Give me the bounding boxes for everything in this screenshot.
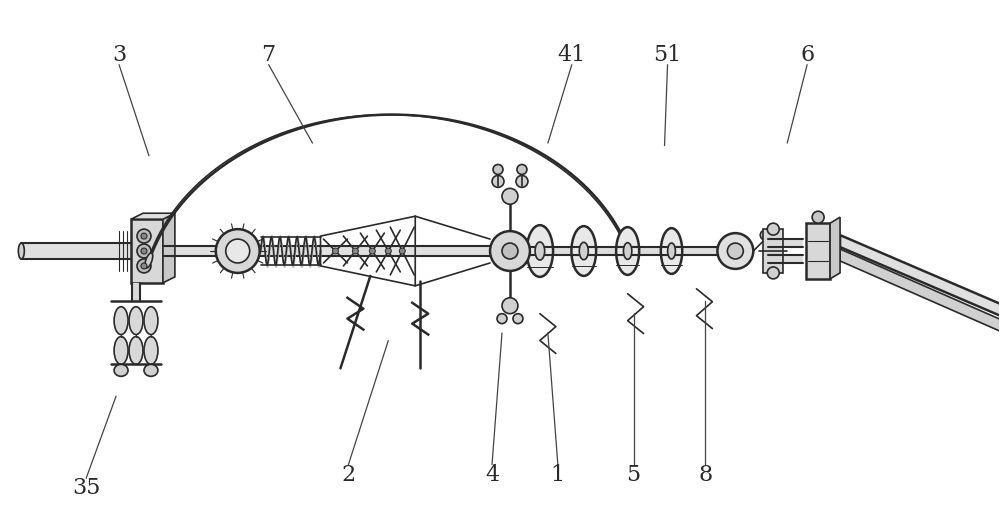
- Ellipse shape: [668, 243, 675, 259]
- Polygon shape: [840, 249, 1000, 349]
- Bar: [806, 223, 830, 279]
- Circle shape: [216, 229, 260, 273]
- Ellipse shape: [114, 336, 128, 364]
- Text: 4: 4: [485, 464, 499, 486]
- Ellipse shape: [144, 307, 158, 334]
- Ellipse shape: [628, 253, 636, 268]
- Circle shape: [137, 259, 151, 273]
- Text: 41: 41: [558, 44, 586, 66]
- Circle shape: [513, 314, 523, 324]
- Circle shape: [493, 164, 503, 175]
- Text: 8: 8: [698, 464, 713, 486]
- Text: 3: 3: [112, 44, 126, 66]
- Text: 2: 2: [341, 464, 355, 486]
- Circle shape: [516, 176, 528, 187]
- Bar: [768, 255, 803, 263]
- Circle shape: [502, 298, 518, 314]
- Circle shape: [490, 231, 530, 271]
- Circle shape: [497, 314, 507, 324]
- Circle shape: [767, 267, 779, 279]
- Ellipse shape: [144, 364, 158, 376]
- Bar: [21, 243, 156, 259]
- Text: 35: 35: [72, 477, 100, 499]
- Bar: [763, 229, 783, 273]
- Circle shape: [141, 248, 147, 254]
- Circle shape: [399, 248, 405, 254]
- Circle shape: [760, 230, 770, 240]
- Circle shape: [812, 211, 824, 223]
- Bar: [768, 239, 803, 247]
- Text: 6: 6: [800, 44, 814, 66]
- Ellipse shape: [18, 243, 24, 259]
- Bar: [131, 219, 163, 283]
- Ellipse shape: [579, 242, 588, 260]
- Circle shape: [137, 244, 151, 258]
- Circle shape: [767, 223, 779, 235]
- Circle shape: [502, 243, 518, 259]
- Ellipse shape: [144, 336, 158, 364]
- Ellipse shape: [129, 307, 143, 334]
- Circle shape: [502, 188, 518, 204]
- Bar: [528, 247, 725, 255]
- Circle shape: [717, 233, 753, 269]
- Ellipse shape: [623, 243, 632, 260]
- Circle shape: [385, 248, 391, 254]
- Circle shape: [492, 176, 504, 187]
- Ellipse shape: [527, 225, 553, 277]
- Ellipse shape: [661, 228, 682, 274]
- Ellipse shape: [145, 253, 153, 268]
- Circle shape: [517, 164, 527, 175]
- Text: 5: 5: [627, 464, 641, 486]
- Bar: [132, 283, 140, 301]
- Polygon shape: [131, 213, 175, 219]
- Circle shape: [369, 248, 375, 254]
- Circle shape: [727, 243, 743, 259]
- Circle shape: [332, 248, 338, 254]
- Text: 1: 1: [551, 464, 565, 486]
- Ellipse shape: [571, 226, 596, 276]
- Circle shape: [141, 263, 147, 269]
- Circle shape: [141, 233, 147, 239]
- Circle shape: [137, 229, 151, 243]
- Polygon shape: [840, 235, 1000, 364]
- Circle shape: [226, 239, 250, 263]
- Circle shape: [352, 248, 358, 254]
- Ellipse shape: [114, 364, 128, 376]
- Polygon shape: [147, 115, 634, 268]
- Ellipse shape: [535, 242, 545, 260]
- Ellipse shape: [114, 307, 128, 334]
- Polygon shape: [163, 213, 175, 283]
- Bar: [163, 246, 530, 256]
- Text: 51: 51: [653, 44, 682, 66]
- Ellipse shape: [616, 227, 639, 275]
- Polygon shape: [830, 217, 840, 279]
- Ellipse shape: [129, 336, 143, 364]
- Text: 7: 7: [262, 44, 276, 66]
